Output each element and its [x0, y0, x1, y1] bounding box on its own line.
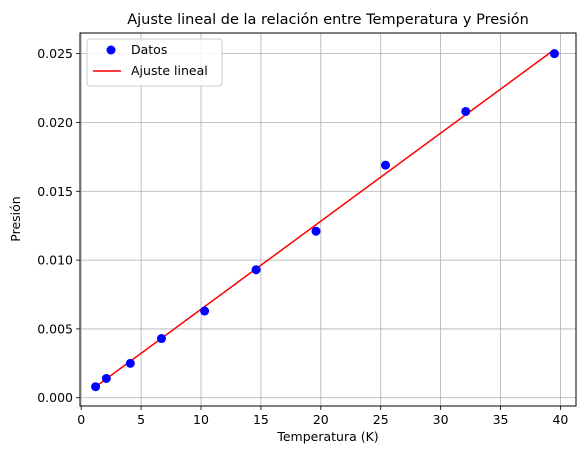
- legend-label-datos: Datos: [131, 42, 167, 57]
- legend-marker-datos: [106, 45, 116, 55]
- data-point: [251, 265, 261, 275]
- legend: Datos Ajuste lineal: [86, 38, 223, 87]
- data-point: [156, 334, 166, 344]
- y-axis-ticks: 0.000 0.005 0.010 0.015 0.020 0.025: [37, 46, 80, 405]
- data-points-layer: [91, 49, 559, 392]
- x-tick-label: 15: [253, 412, 269, 427]
- legend-label-ajuste: Ajuste lineal: [131, 63, 208, 78]
- y-tick-label: 0.005: [37, 321, 73, 336]
- data-point: [200, 306, 210, 316]
- x-tick-label: 10: [193, 412, 209, 427]
- x-tick-label: 25: [373, 412, 389, 427]
- x-tick-label: 40: [552, 412, 568, 427]
- data-point: [125, 358, 135, 368]
- y-axis-label: Presión: [8, 196, 23, 241]
- data-point: [461, 106, 471, 116]
- x-tick-label: 0: [77, 412, 85, 427]
- y-tick-label: 0.010: [37, 253, 73, 268]
- data-point: [381, 160, 391, 170]
- x-axis-ticks: 0 5 10 15 20 25 30 35 40: [77, 406, 568, 427]
- x-tick-label: 5: [137, 412, 145, 427]
- legend-box: [86, 38, 223, 87]
- chart-title: Ajuste lineal de la relación entre Tempe…: [127, 12, 529, 28]
- x-tick-label: 35: [493, 412, 509, 427]
- data-point: [91, 382, 101, 392]
- data-point: [101, 373, 111, 383]
- x-tick-label: 20: [313, 412, 329, 427]
- data-point: [311, 226, 321, 236]
- y-tick-label: 0.015: [37, 184, 73, 199]
- data-point: [549, 49, 559, 59]
- fit-line-layer: [95, 48, 555, 388]
- x-tick-label: 30: [433, 412, 449, 427]
- fit-line: [95, 48, 555, 388]
- plot-frame: [79, 32, 577, 407]
- y-tick-label: 0.025: [37, 46, 73, 61]
- y-tick-label: 0.000: [37, 390, 73, 405]
- x-axis-label: Temperatura (K): [276, 429, 378, 444]
- grid: [80, 33, 576, 406]
- y-tick-label: 0.020: [37, 115, 73, 130]
